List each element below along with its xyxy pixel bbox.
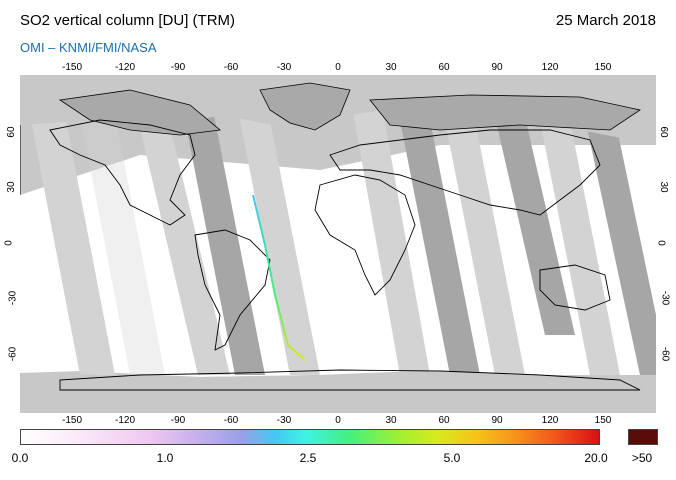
- coastlines: [49, 119, 641, 391]
- lon-tick: 120: [541, 415, 559, 426]
- lon-tick: -30: [276, 415, 292, 426]
- colorbar-label: 5.0: [443, 451, 461, 465]
- lon-tick: 90: [491, 415, 503, 426]
- lat-tick: -60: [659, 346, 671, 362]
- colorbar: [20, 429, 600, 445]
- swath-light: [30, 115, 115, 375]
- colorbar-label: >50: [631, 451, 653, 465]
- lon-tick: 120: [541, 62, 559, 73]
- swath-light: [130, 85, 230, 375]
- lon-tick: -150: [61, 415, 83, 426]
- australia: [539, 264, 611, 311]
- lon-tick: -60: [223, 415, 239, 426]
- greenland: [259, 82, 351, 131]
- lat-tick: 30: [6, 181, 18, 193]
- lat-tick: 60: [658, 126, 670, 138]
- swath-dark: [395, 95, 480, 375]
- lon-tick: -60: [223, 62, 239, 73]
- lat-tick: -30: [7, 290, 19, 306]
- lon-tick: 0: [335, 62, 341, 73]
- lon-tick: 150: [594, 415, 612, 426]
- lon-tick: -120: [114, 62, 136, 73]
- arctic-land: [58, 82, 642, 136]
- colorbar-label: 2.5: [299, 451, 317, 465]
- swath-light: [80, 115, 165, 375]
- lon-tick: 0: [335, 415, 341, 426]
- north-america-arctic: [58, 89, 221, 136]
- colorbar-label: 1.0: [156, 451, 174, 465]
- lat-tick: 0: [3, 240, 15, 246]
- lon-tick: -150: [61, 62, 83, 73]
- lon-tick: 30: [385, 62, 397, 73]
- eurasia: [329, 129, 601, 216]
- swath-light: [350, 95, 430, 375]
- lat-tick: 30: [658, 181, 670, 193]
- swath-light: [535, 95, 620, 375]
- lat-tick: -60: [7, 346, 19, 362]
- data-credit: OMI – KNMI/FMI/NASA: [20, 40, 157, 55]
- siberia: [369, 94, 642, 131]
- colorbar-overflow: [628, 429, 658, 445]
- lon-tick: -30: [276, 62, 292, 73]
- lon-tick: -90: [170, 415, 186, 426]
- swath-dark: [490, 95, 575, 335]
- swath-dark: [180, 95, 265, 375]
- swath-light: [235, 95, 320, 375]
- colorbar-label: 0.0: [11, 451, 29, 465]
- lon-tick: -120: [114, 415, 136, 426]
- lon-tick: 30: [385, 415, 397, 426]
- so2-track: [252, 194, 306, 361]
- lon-tick: -90: [170, 62, 186, 73]
- lon-tick: 60: [438, 62, 450, 73]
- lat-tick: 60: [6, 126, 18, 138]
- colorbar-label: 20.0: [584, 451, 608, 465]
- lat-tick: 0: [655, 240, 667, 246]
- north-america: [49, 119, 196, 226]
- antarctica: [59, 369, 641, 391]
- africa: [314, 174, 416, 296]
- lat-tick: -30: [659, 290, 671, 306]
- map-date: 25 March 2018: [555, 12, 656, 29]
- lon-tick: 90: [491, 62, 503, 73]
- lon-tick: 60: [438, 415, 450, 426]
- world-map: [20, 75, 656, 413]
- south-america: [194, 229, 271, 351]
- lon-tick: 150: [594, 62, 612, 73]
- south-nodata: [20, 371, 656, 413]
- orbit-swaths: [30, 85, 656, 375]
- map-title: SO2 vertical column [DU] (TRM): [20, 12, 236, 29]
- swath-light: [440, 95, 525, 375]
- swath-dark: [580, 95, 656, 375]
